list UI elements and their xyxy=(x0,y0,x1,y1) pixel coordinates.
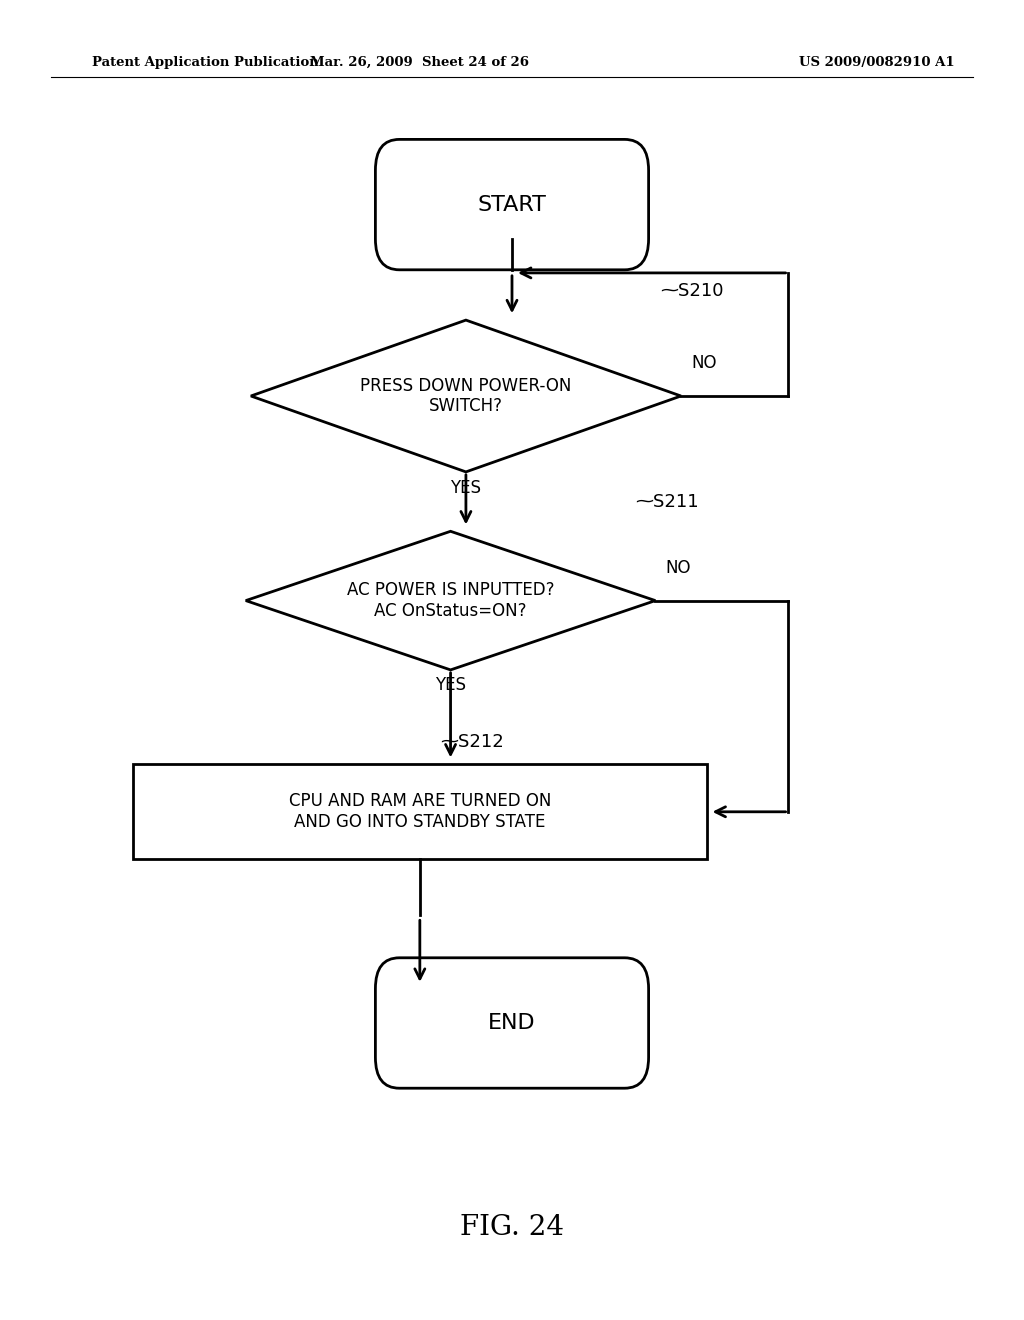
Text: PRESS DOWN POWER-ON
SWITCH?: PRESS DOWN POWER-ON SWITCH? xyxy=(360,376,571,416)
Polygon shape xyxy=(246,531,655,671)
Text: FIG. 24: FIG. 24 xyxy=(460,1214,564,1241)
Text: ⁓S212: ⁓S212 xyxy=(440,733,504,751)
Text: YES: YES xyxy=(435,676,466,694)
Bar xyxy=(133,764,707,859)
Text: ⁓S210: ⁓S210 xyxy=(660,282,724,301)
Text: CPU AND RAM ARE TURNED ON
AND GO INTO STANDBY STATE: CPU AND RAM ARE TURNED ON AND GO INTO ST… xyxy=(289,792,551,832)
Text: YES: YES xyxy=(451,479,481,496)
Text: START: START xyxy=(477,194,547,215)
Text: END: END xyxy=(488,1012,536,1034)
Text: Patent Application Publication: Patent Application Publication xyxy=(92,55,318,69)
Polygon shape xyxy=(251,321,681,473)
Text: NO: NO xyxy=(666,558,691,577)
Text: NO: NO xyxy=(691,354,717,372)
FancyBboxPatch shape xyxy=(376,140,648,269)
Text: Mar. 26, 2009  Sheet 24 of 26: Mar. 26, 2009 Sheet 24 of 26 xyxy=(310,55,529,69)
Text: ⁓S211: ⁓S211 xyxy=(635,494,698,511)
Text: US 2009/0082910 A1: US 2009/0082910 A1 xyxy=(799,55,954,69)
Text: AC POWER IS INPUTTED?
AC OnStatus=ON?: AC POWER IS INPUTTED? AC OnStatus=ON? xyxy=(347,581,554,620)
FancyBboxPatch shape xyxy=(376,958,648,1088)
